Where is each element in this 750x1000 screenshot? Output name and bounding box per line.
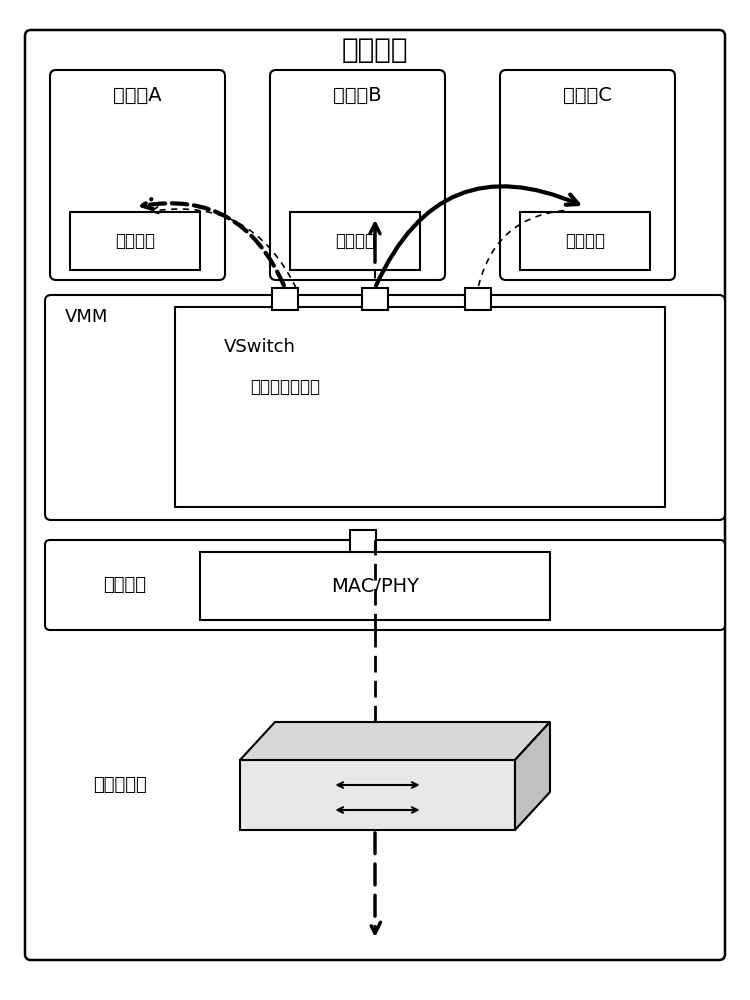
Text: MAC/PHY: MAC/PHY: [331, 576, 419, 595]
Text: 虚拟机B: 虚拟机B: [333, 86, 382, 104]
Text: 虚拟机C: 虚拟机C: [563, 86, 612, 104]
Bar: [240, 760, 515, 830]
Bar: [175, 307, 665, 507]
Bar: [272, 288, 298, 310]
FancyBboxPatch shape: [45, 540, 725, 630]
Bar: [350, 530, 376, 552]
Text: VSwitch: VSwitch: [224, 338, 296, 356]
Bar: [520, 212, 650, 270]
FancyBboxPatch shape: [50, 70, 225, 280]
FancyBboxPatch shape: [45, 295, 725, 520]
Text: 物理交换机: 物理交换机: [93, 776, 147, 794]
Bar: [200, 552, 550, 620]
Text: 虚拟网卡: 虚拟网卡: [115, 232, 155, 250]
Text: 虚拟网卡: 虚拟网卡: [565, 232, 605, 250]
Text: 虚拟网卡: 虚拟网卡: [335, 232, 375, 250]
Text: （虚拟交换机）: （虚拟交换机）: [250, 378, 320, 396]
Bar: [465, 288, 491, 310]
FancyBboxPatch shape: [270, 70, 445, 280]
FancyBboxPatch shape: [500, 70, 675, 280]
Text: VMM: VMM: [65, 308, 109, 326]
FancyBboxPatch shape: [25, 30, 725, 960]
Bar: [70, 212, 200, 270]
Bar: [362, 288, 388, 310]
Bar: [290, 212, 420, 270]
Text: 物理主机: 物理主机: [342, 36, 408, 64]
Text: 虚拟机A: 虚拟机A: [113, 86, 162, 104]
Text: 物理网卡: 物理网卡: [104, 576, 146, 594]
Polygon shape: [240, 722, 550, 760]
Polygon shape: [515, 722, 550, 830]
